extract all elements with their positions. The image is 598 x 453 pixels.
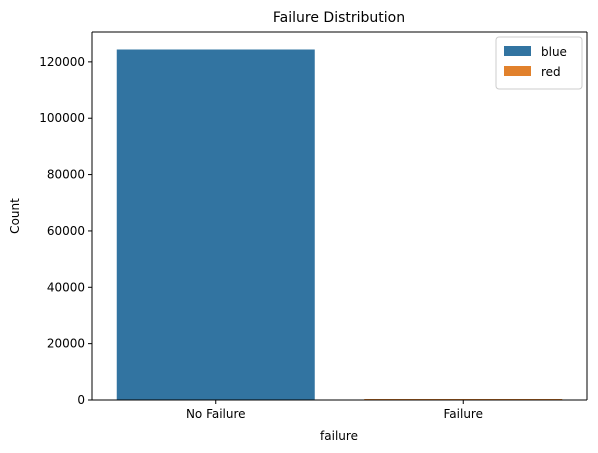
x-tick-label-0: No Failure: [186, 407, 246, 421]
y-tick-label-1: 20000: [47, 337, 85, 351]
plot-area: 0 20000 40000 60000 80000 100000 120000 No Fail…: [39, 31, 588, 421]
chart-title: Failure Distribution: [273, 10, 405, 26]
y-tick-label-6: 120000: [39, 55, 85, 69]
x-tick-label-1: Failure: [444, 407, 483, 421]
y-tick-label-3: 60000: [47, 224, 85, 238]
legend-box: [495, 36, 583, 90]
x-axis-label: failure: [320, 429, 358, 443]
y-tick-label-5: 100000: [39, 111, 85, 125]
y-tick-label-2: 40000: [47, 280, 85, 294]
legend-swatch-red: [504, 66, 531, 76]
y-tick-label-0: 0: [77, 393, 85, 407]
legend-swatch-blue: [504, 46, 531, 56]
legend-label-red: red: [541, 65, 561, 79]
legend: blue red: [495, 36, 583, 90]
y-axis-label: Count: [8, 198, 22, 234]
y-tick-label-4: 80000: [47, 168, 85, 182]
legend-label-blue: blue: [541, 45, 567, 59]
bar-0-0: [116, 49, 315, 400]
